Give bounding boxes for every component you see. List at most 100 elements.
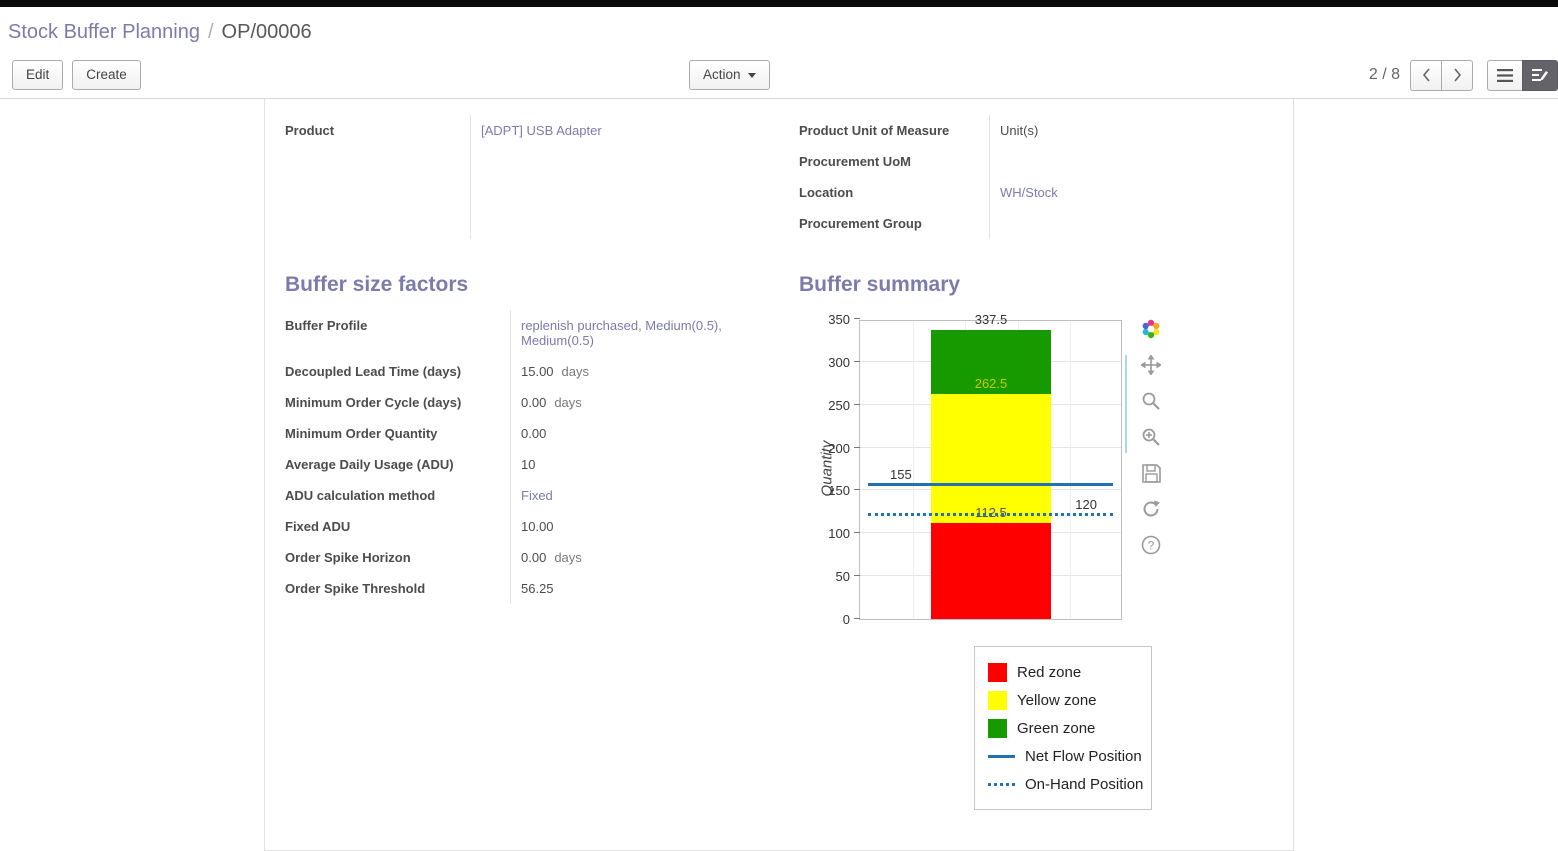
- y-axis-tick: [854, 575, 860, 577]
- y-axis-tick: [854, 360, 860, 362]
- buffer-summary-title: Buffer summary: [799, 273, 961, 296]
- breadcrumb: Stock Buffer Planning / OP/00006: [0, 7, 1558, 52]
- legend-label: On-Hand Position: [1025, 775, 1144, 793]
- field-label: Location: [799, 185, 854, 200]
- spacer: [285, 177, 470, 208]
- field-label: Decoupled Lead Time (days): [285, 364, 462, 379]
- min-order-cycle-value: 0.00 days: [510, 387, 759, 418]
- caret-down-icon: [747, 72, 756, 78]
- legend-item-on-hand[interactable]: On-Hand Position: [988, 770, 1151, 798]
- spacer: [470, 177, 759, 208]
- pan-icon[interactable]: [1140, 354, 1162, 376]
- spacer: [285, 208, 470, 239]
- field-value: 15.00: [521, 364, 554, 379]
- pager-counter: 2 / 8: [1368, 66, 1400, 83]
- next-icon: [1453, 68, 1461, 82]
- create-button[interactable]: Create: [72, 59, 141, 91]
- product-link[interactable]: [ADPT] USB Adapter: [481, 123, 602, 138]
- refresh-icon[interactable]: [1140, 498, 1162, 520]
- legend-label: Yellow zone: [1017, 691, 1097, 709]
- field-label: Product: [285, 123, 335, 138]
- spacer: [285, 146, 470, 177]
- y-axis-tick: [854, 446, 860, 448]
- order-spike-horizon-value: 0.00 days: [510, 542, 759, 573]
- y-axis-tick: [854, 403, 860, 405]
- field-value: 0.00: [521, 395, 547, 410]
- location-link[interactable]: WH/Stock: [1000, 185, 1058, 200]
- list-view-icon: [1497, 68, 1513, 82]
- help-icon[interactable]: ?: [1140, 534, 1162, 556]
- legend-label: Red zone: [1017, 663, 1082, 681]
- y-axis-tick-label: 0: [842, 612, 850, 627]
- product-group: Product [ADPT] USB Adapter: [285, 115, 759, 239]
- pager-prev-button[interactable]: [1410, 59, 1442, 91]
- buffer-size-group: Buffer Profile replenish purchased, Medi…: [285, 310, 759, 604]
- toolbar-active-indicator: [1125, 355, 1127, 453]
- field-label: Procurement Group: [799, 216, 922, 231]
- buffer-summary-section: Buffer summary Quantity 0 50 100 150 200 250 3…: [799, 273, 1273, 810]
- chart-plot: 0 50 100 150 200 250 300 350 112.5 262.5 337.5 155 1…: [828, 312, 1122, 627]
- zone-boundary-label: 112.5: [975, 504, 1007, 520]
- form-view-button[interactable]: [1522, 59, 1558, 91]
- buffer-profile-link[interactable]: replenish purchased, Medium(0.5), Medium…: [521, 318, 722, 348]
- buffer-size-title: Buffer size factors: [285, 273, 469, 296]
- action-button-label: Action: [703, 67, 741, 82]
- y-axis-tick-label: 50: [835, 569, 850, 585]
- uom-group: Product Unit of Measure Unit(s) Procurem…: [799, 115, 1273, 239]
- y-axis-tick-label: 150: [828, 483, 850, 499]
- breadcrumb-parent-link[interactable]: Stock Buffer Planning: [8, 21, 200, 43]
- green-zone-swatch: [988, 718, 1007, 738]
- y-axis-tick-label: 350: [828, 312, 850, 327]
- min-order-qty-value: 0.00: [510, 418, 759, 449]
- net-flow-line-swatch: [988, 754, 1015, 758]
- field-value: 10: [521, 457, 536, 472]
- red-zone: [931, 522, 1051, 619]
- adu-method-link[interactable]: Fixed: [521, 488, 553, 503]
- field-label: Product Unit of Measure: [799, 123, 950, 138]
- buffer-size-section: Buffer size factors Buffer Profile reple…: [285, 273, 759, 810]
- adu-value: 10: [510, 449, 759, 480]
- field-label: Procurement UoM: [799, 154, 911, 169]
- legend-label: Green zone: [1017, 719, 1096, 737]
- action-button[interactable]: Action: [689, 60, 770, 91]
- yellow-zone-swatch: [988, 690, 1007, 710]
- app-top-bar: [0, 0, 1558, 7]
- field-value: 0.00: [521, 426, 547, 441]
- legend-item-red-zone[interactable]: Red zone: [988, 658, 1151, 686]
- pager-next-button[interactable]: [1441, 59, 1473, 91]
- field-value: 10.00: [521, 519, 554, 534]
- gridline: [1070, 321, 1072, 619]
- red-zone-swatch: [988, 662, 1007, 682]
- y-axis-tick-label: 300: [828, 354, 850, 370]
- field-suffix: days: [554, 395, 582, 410]
- edit-button[interactable]: Edit: [12, 59, 64, 91]
- zoom-icon[interactable]: [1140, 390, 1162, 412]
- svg-text:?: ?: [1148, 539, 1155, 553]
- field-label: Minimum Order Quantity: [285, 426, 438, 441]
- fixed-adu-value: 10.00: [510, 511, 759, 542]
- save-icon[interactable]: [1140, 462, 1162, 484]
- order-spike-threshold-value: 56.25: [510, 573, 759, 604]
- on-hand-position-line: [868, 513, 1113, 517]
- chart-legend: Red zone Yellow zone Green zone Net: [974, 646, 1152, 810]
- y-axis-tick: [854, 489, 860, 491]
- pinwheel-icon[interactable]: [1140, 318, 1162, 340]
- y-axis-tick-label: 100: [828, 526, 850, 542]
- zone-boundary-label: 262.5: [974, 376, 1008, 391]
- field-suffix: days: [561, 364, 590, 379]
- field-label: Minimum Order Cycle (days): [285, 395, 462, 410]
- field-label: ADU calculation method: [285, 488, 436, 503]
- procurement-uom-value: [989, 146, 1273, 177]
- legend-item-net-flow[interactable]: Net Flow Position: [988, 742, 1151, 770]
- legend-item-yellow-zone[interactable]: Yellow zone: [988, 686, 1151, 714]
- list-view-button[interactable]: [1487, 59, 1523, 91]
- zoom-in-icon[interactable]: [1140, 426, 1162, 448]
- position-line-label: 155: [890, 467, 912, 483]
- buffer-zones-bar: [931, 321, 1051, 619]
- field-value: 0.00: [521, 550, 547, 565]
- y-axis-tick: [854, 618, 860, 619]
- uom-value: Unit(s): [989, 115, 1273, 146]
- procurement-group-value: [989, 208, 1273, 239]
- on-hand-line-swatch: [988, 782, 1015, 786]
- legend-item-green-zone[interactable]: Green zone: [988, 714, 1151, 742]
